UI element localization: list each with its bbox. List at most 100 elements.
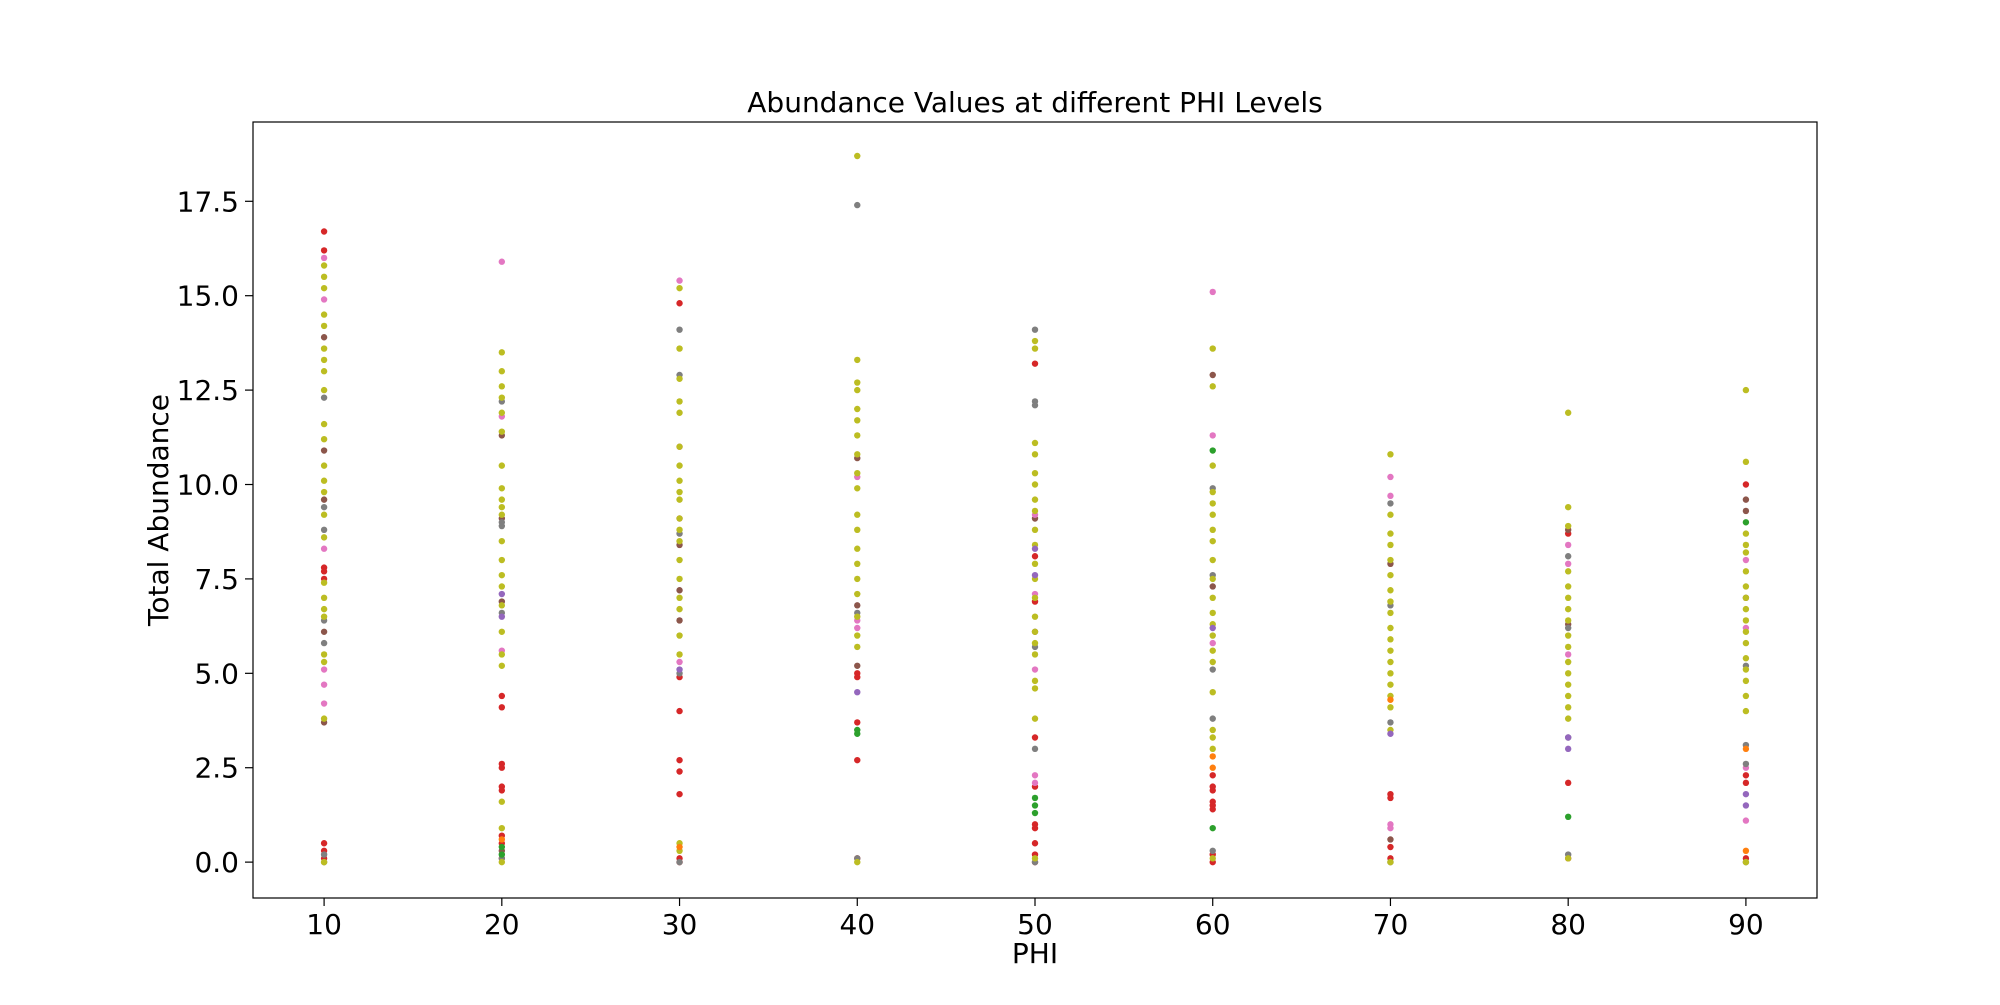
data-point [1387, 658, 1394, 666]
data-point [1387, 836, 1394, 843]
data-point [1564, 658, 1572, 666]
data-point [1742, 666, 1750, 673]
y-tick-label: 5.0 [194, 657, 239, 690]
points-layer [320, 152, 1750, 866]
data-point [854, 356, 861, 364]
data-point [1387, 609, 1394, 617]
data-point [320, 526, 328, 534]
chart-title: Abundance Values at different PHI Levels [747, 86, 1322, 119]
data-point [1564, 745, 1572, 753]
data-point [1564, 583, 1572, 590]
data-point [1564, 692, 1572, 700]
data-point [498, 349, 506, 356]
data-point [1031, 685, 1039, 692]
data-point [1742, 386, 1750, 394]
data-point [1031, 802, 1039, 809]
data-point [1209, 787, 1216, 794]
data-point [854, 719, 861, 726]
data-point [676, 594, 683, 601]
data-point [320, 579, 328, 586]
data-point [1209, 666, 1216, 673]
data-point [1742, 858, 1750, 866]
data-point [320, 462, 328, 469]
data-point [1742, 677, 1750, 685]
data-point [1387, 843, 1394, 851]
data-point [1209, 488, 1216, 496]
y-tick-label: 15.0 [177, 280, 239, 313]
data-point [676, 488, 683, 496]
data-point [1209, 726, 1216, 734]
data-point [320, 594, 328, 601]
data-point [498, 583, 506, 590]
x-tick-label: 10 [306, 908, 342, 941]
data-point [1742, 549, 1750, 556]
data-point [498, 787, 506, 794]
data-point [1387, 624, 1394, 632]
data-point [320, 386, 328, 394]
data-point [320, 613, 328, 620]
data-point [498, 692, 506, 700]
x-axis-label: PHI [1012, 937, 1058, 970]
y-axis: 0.0 2.5 5.0 7.5 10.0 12.5 15.0 17.5 [177, 185, 253, 879]
data-point [854, 602, 861, 609]
x-tick-label: 70 [1373, 908, 1409, 941]
data-point [854, 560, 861, 568]
data-point [320, 345, 328, 352]
data-point [1742, 605, 1750, 613]
data-point [1209, 383, 1216, 390]
data-point [320, 534, 328, 541]
data-point [1031, 337, 1039, 345]
data-point [1387, 511, 1394, 518]
data-point [676, 284, 683, 292]
data-point [1387, 571, 1394, 579]
data-point [1209, 639, 1216, 647]
data-point [498, 798, 506, 805]
data-point [854, 469, 861, 477]
data-point [1031, 507, 1039, 515]
data-point [1209, 855, 1216, 862]
data-point [854, 511, 861, 518]
data-point [498, 556, 506, 564]
data-point [1031, 469, 1039, 477]
data-point [1742, 779, 1750, 787]
data-point [1209, 432, 1216, 439]
data-point [1742, 530, 1750, 537]
data-point [676, 443, 683, 450]
data-point [1564, 541, 1572, 549]
data-point [1387, 730, 1394, 737]
data-point [676, 409, 683, 416]
data-point [1031, 794, 1039, 802]
data-point [1209, 556, 1216, 564]
data-point [1031, 855, 1039, 862]
data-point [1742, 790, 1750, 798]
data-point [854, 432, 861, 439]
data-point [1387, 647, 1394, 654]
data-point [676, 651, 683, 658]
data-point [498, 537, 506, 545]
data-point [1564, 779, 1572, 787]
data-point [498, 394, 506, 401]
data-point [1031, 553, 1039, 560]
data-point [1564, 734, 1572, 741]
data-point [676, 790, 683, 798]
y-tick-label: 12.5 [177, 374, 239, 407]
data-point [1564, 594, 1572, 601]
data-point [1742, 655, 1750, 662]
data-point [1742, 556, 1750, 564]
data-point [320, 628, 328, 635]
data-point [1031, 715, 1039, 722]
data-point [1031, 451, 1039, 458]
data-point [854, 643, 861, 651]
data-point [320, 715, 328, 722]
data-point [1742, 802, 1750, 809]
data-point [320, 284, 328, 292]
data-point [1209, 753, 1216, 760]
data-point [1031, 571, 1039, 579]
data-point [1564, 651, 1572, 658]
data-point [1387, 473, 1394, 481]
data-point [854, 386, 861, 394]
data-point [320, 858, 328, 866]
data-point [854, 756, 861, 764]
data-point [1742, 692, 1750, 700]
data-point [320, 568, 328, 575]
